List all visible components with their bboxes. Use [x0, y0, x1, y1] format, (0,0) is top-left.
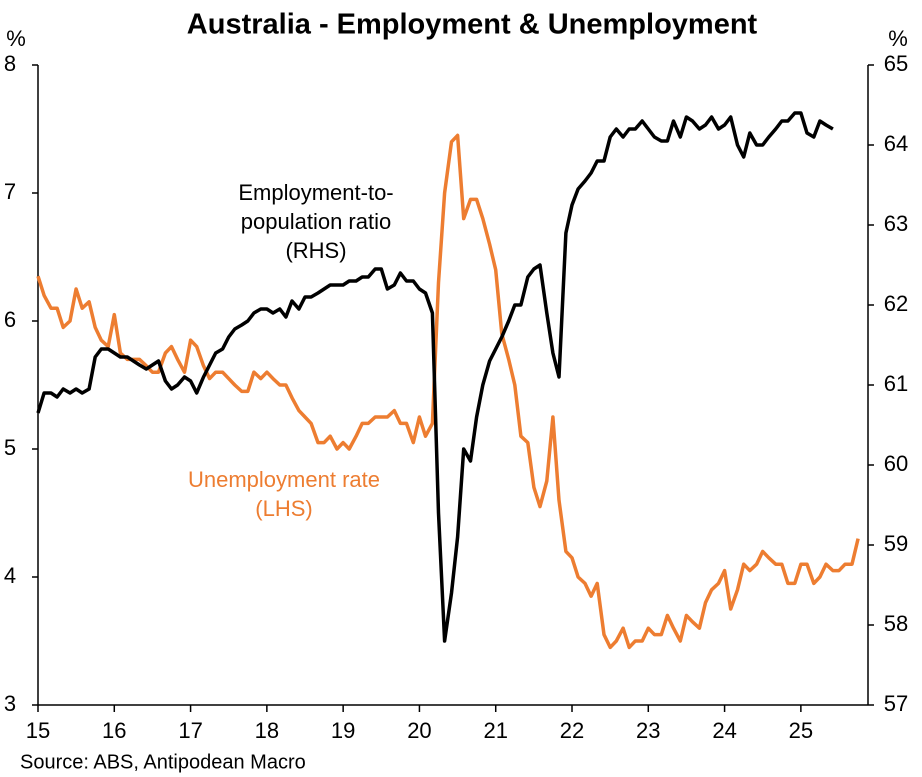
y2-tick-label: 57	[884, 691, 908, 716]
annotation: Employment-to-	[238, 180, 393, 205]
y2-tick-label: 61	[884, 371, 908, 396]
annotation: (RHS)	[285, 238, 346, 263]
y2-tick-label: 63	[884, 211, 908, 236]
annotation: (LHS)	[255, 496, 312, 521]
x-tick-label: 25	[789, 718, 813, 743]
y-tick-label: 5	[4, 435, 16, 460]
y2-unit: %	[888, 26, 908, 51]
y-tick-label: 8	[4, 51, 16, 76]
y-tick-label: 4	[4, 563, 16, 588]
y2-tick-label: 60	[884, 451, 908, 476]
x-tick-label: 21	[483, 718, 507, 743]
y-tick-label: 6	[4, 307, 16, 332]
x-tick-label: 16	[102, 718, 126, 743]
x-tick-label: 22	[560, 718, 584, 743]
x-tick-label: 15	[26, 718, 50, 743]
x-tick-label: 18	[255, 718, 279, 743]
y2-tick-label: 64	[884, 131, 908, 156]
y2-tick-label: 65	[884, 51, 908, 76]
x-tick-label: 17	[178, 718, 202, 743]
y2-tick-label: 59	[884, 531, 908, 556]
annotation: population ratio	[241, 209, 391, 234]
y-tick-label: 7	[4, 179, 16, 204]
line-series	[36, 133, 860, 650]
x-tick-label: 23	[636, 718, 660, 743]
y2-tick-label: 58	[884, 611, 908, 636]
annotation: Unemployment rate	[188, 467, 380, 492]
y2-tick-label: 62	[884, 291, 908, 316]
y-unit: %	[6, 26, 26, 51]
x-tick-label: 24	[712, 718, 736, 743]
source: Source: ABS, Antipodean Macro	[20, 751, 306, 773]
y-tick-label: 3	[4, 691, 16, 716]
line-series	[36, 111, 834, 643]
chart-title: Australia - Employment & Unemployment	[187, 9, 758, 41]
x-tick-label: 19	[331, 718, 355, 743]
x-tick-label: 20	[407, 718, 431, 743]
